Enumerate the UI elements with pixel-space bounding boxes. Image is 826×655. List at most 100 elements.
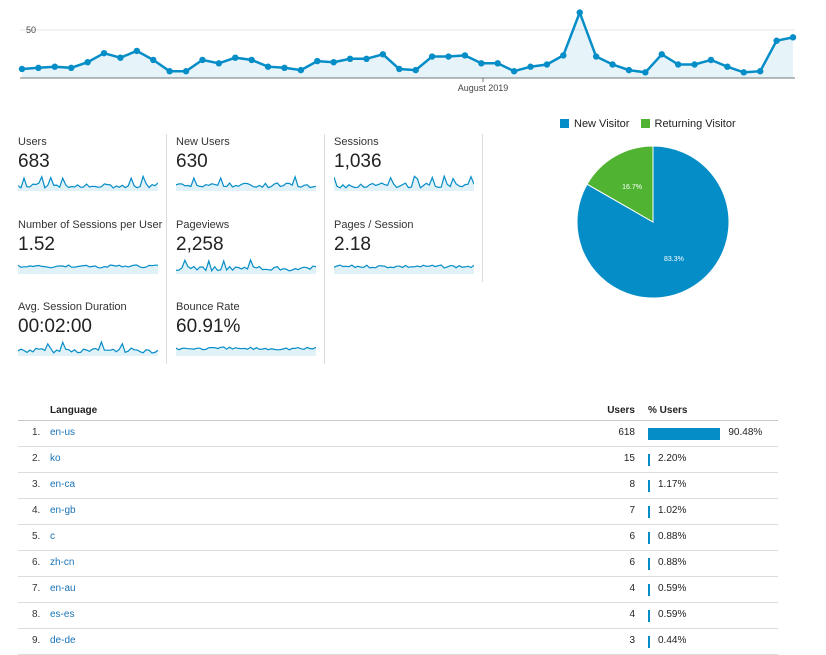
timeline-point[interactable] [510, 68, 518, 75]
sparkline-line [176, 346, 316, 351]
timeline-point[interactable] [642, 69, 649, 76]
timeline-point[interactable] [68, 64, 75, 72]
timeline-point[interactable] [658, 51, 665, 58]
timeline-point[interactable] [314, 57, 321, 65]
row-index: 1. [32, 427, 41, 438]
timeline-point[interactable] [756, 68, 764, 75]
timeline-point[interactable] [789, 34, 797, 41]
language-link[interactable]: en-gb [50, 505, 76, 516]
timeline-point[interactable] [428, 53, 436, 60]
timeline-point[interactable] [592, 53, 600, 60]
timeline-point[interactable] [707, 56, 715, 64]
metric-sessions-per-user[interactable]: Number of Sessions per User 1.52 [18, 219, 166, 297]
timeline-point[interactable] [396, 65, 403, 73]
timeline-point[interactable] [576, 9, 583, 16]
metric-users[interactable]: Users 683 [18, 136, 166, 214]
timeline-point[interactable] [379, 51, 387, 58]
timeline-point[interactable] [199, 56, 206, 64]
metric-pages-per-session[interactable]: Pages / Session 2.18 [334, 219, 482, 297]
language-link[interactable]: en-us [50, 427, 76, 438]
metric-new-users[interactable]: New Users 630 [176, 136, 324, 214]
timeline-point[interactable] [461, 52, 469, 59]
pct-users-value: 0.88% [658, 531, 687, 542]
row-index: 9. [32, 635, 41, 646]
legend-new-visitor[interactable]: New Visitor [560, 118, 629, 130]
metric-label: Sessions [334, 136, 379, 148]
metric-label: New Users [176, 136, 230, 148]
timeline-point[interactable] [264, 63, 272, 70]
timeline-point[interactable] [543, 61, 551, 68]
timeline-point[interactable] [84, 58, 91, 66]
timeline-point[interactable] [35, 64, 42, 72]
timeline-point[interactable] [691, 61, 698, 68]
timeline-point[interactable] [445, 53, 452, 60]
language-link[interactable]: en-ca [50, 479, 76, 490]
timeline-point[interactable] [527, 63, 534, 70]
timeline-point[interactable] [330, 58, 337, 66]
pct-users-value: 0.59% [658, 583, 687, 594]
row-index: 6. [32, 557, 41, 568]
metric-sparkline [176, 174, 316, 191]
timeline-point[interactable] [166, 68, 173, 75]
pct-users-value: 2.20% [658, 453, 687, 464]
timeline-point[interactable] [724, 63, 731, 70]
timeline-point[interactable] [625, 66, 633, 74]
metric-divider [324, 134, 325, 364]
metric-label: Avg. Session Duration [18, 301, 127, 313]
metric-avg-session-duration[interactable]: Avg. Session Duration 00:02:00 [18, 301, 166, 379]
timeline-point[interactable] [100, 49, 108, 57]
language-link[interactable]: de-de [50, 635, 76, 646]
language-link[interactable]: es-es [50, 609, 75, 620]
timeline-point[interactable] [248, 56, 255, 64]
timeline-point[interactable] [740, 69, 747, 76]
timeline-point[interactable] [150, 56, 157, 64]
timeline-point[interactable] [560, 52, 567, 59]
metric-divider [166, 134, 167, 364]
legend-returning-visitor[interactable]: Returning Visitor [640, 118, 736, 130]
timeline-point[interactable] [412, 66, 419, 74]
metric-sparkline [18, 264, 158, 274]
timeline-point[interactable] [674, 61, 682, 68]
metric-sessions[interactable]: Sessions 1,036 [334, 136, 482, 214]
users-value: 8 [629, 479, 635, 490]
timeline-point[interactable] [133, 47, 141, 55]
timeline-point[interactable] [773, 37, 780, 44]
language-link[interactable]: en-au [50, 583, 76, 594]
sparkline-area [334, 176, 474, 191]
language-link[interactable]: c [50, 531, 55, 542]
timeline-point[interactable] [51, 63, 59, 70]
timeline-point[interactable] [232, 54, 239, 61]
timeline-point[interactable] [363, 55, 370, 63]
timeline-point[interactable] [609, 61, 616, 68]
language-link[interactable]: zh-cn [50, 557, 75, 568]
metric-value: 1,036 [334, 151, 382, 172]
timeline-point[interactable] [478, 60, 485, 67]
users-value: 6 [629, 557, 635, 568]
timeline-point[interactable] [297, 66, 305, 74]
timeline-point[interactable] [182, 68, 190, 75]
language-link[interactable]: ko [50, 453, 61, 464]
timeline-point[interactable] [117, 54, 124, 61]
metric-value: 00:02:00 [18, 316, 92, 337]
sparkline-line [18, 340, 158, 354]
pct-users-bar [648, 558, 650, 570]
pct-users-value: 1.02% [658, 505, 687, 516]
metric-sparkline [334, 174, 474, 191]
timeline-point[interactable] [215, 60, 223, 67]
pie-slice-returning-visitor[interactable] [586, 146, 654, 223]
timeline-area [22, 12, 793, 78]
timeline-point[interactable] [281, 64, 288, 72]
timeline-point[interactable] [494, 60, 501, 67]
metric-pageviews[interactable]: Pageviews 2,258 [176, 219, 324, 297]
x-axis-label: August 2019 [458, 83, 509, 93]
sparkline-area [176, 260, 316, 274]
timeline-point[interactable] [346, 55, 354, 63]
column-header-language[interactable]: Language [50, 405, 98, 416]
sparkline-line [18, 264, 158, 269]
pct-users-bar [648, 480, 650, 492]
table-row: 4. en-gb 7 1.02% [18, 499, 778, 525]
column-header-users[interactable]: Users [607, 405, 635, 416]
column-header-pct-users[interactable]: % Users [648, 405, 688, 416]
metric-bounce-rate[interactable]: Bounce Rate 60.91% [176, 301, 324, 379]
timeline-point[interactable] [18, 65, 26, 73]
